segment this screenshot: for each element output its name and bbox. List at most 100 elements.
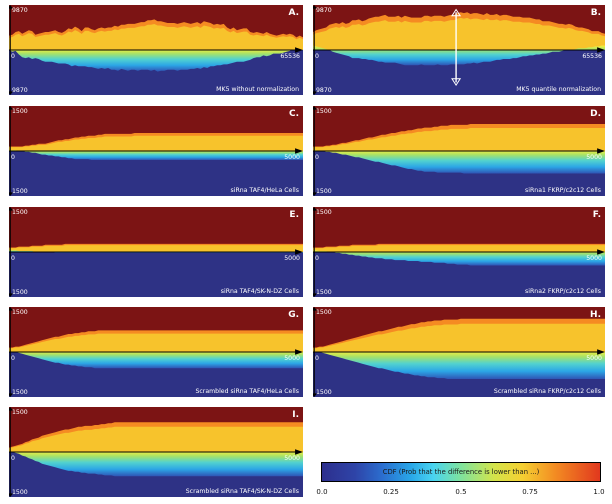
y-axis-arrow-up — [9, 106, 14, 110]
ymin-label: 1500 — [12, 389, 28, 396]
panel-caption: MK5 quantile normalization — [516, 86, 601, 93]
zero-label: 0 — [315, 355, 319, 362]
ymin-label: 1500 — [12, 188, 28, 195]
x-axis-arrow — [295, 449, 303, 455]
colorbar-tick: 0.75 — [522, 488, 538, 496]
xmax-label: 5000 — [586, 255, 602, 262]
xmax-label: 5000 — [284, 455, 300, 462]
panel-h: 1500 0 5000 1500 H. Scrambled siRna FKRP… — [313, 307, 605, 397]
ymax-label: 9870 — [12, 7, 28, 14]
lower-envelope — [313, 150, 605, 174]
y-axis-arrow-up — [9, 5, 14, 9]
panel-caption: Scrambled siRna TAF4/HeLa Cells — [195, 388, 299, 395]
ymax-label: 1500 — [12, 409, 28, 416]
heatmap-c — [9, 106, 303, 196]
heatmap-i — [9, 407, 303, 497]
ymax-label: 1500 — [12, 309, 28, 316]
heatmap-f — [313, 207, 605, 297]
panel-g: 1500 0 5000 1500 G. Scrambled siRna TAF4… — [9, 307, 303, 397]
zero-label: 0 — [11, 255, 15, 262]
spread-arrow-top — [452, 10, 460, 16]
ymax-label: 1500 — [12, 209, 28, 216]
upper-inner-band — [9, 426, 303, 452]
panel-letter: C. — [288, 109, 299, 119]
zero-label: 0 — [315, 53, 319, 60]
panel-f: 1500 0 5000 1500 F. siRna2 FKRP/c2c12 Ce… — [313, 207, 605, 297]
colorbar-title: CDF (Prob that the difference is lower t… — [382, 468, 540, 476]
upper-inner-band — [313, 128, 605, 151]
x-axis-arrow — [597, 47, 605, 53]
y-axis-arrow-down — [9, 91, 14, 95]
xmax-label: 5000 — [586, 154, 602, 161]
y-axis-arrow-up — [313, 5, 318, 9]
y-axis-arrow-down — [9, 493, 14, 497]
x-axis-arrow — [295, 47, 303, 53]
colorbar-tick: 1.0 — [593, 488, 605, 496]
lower-envelope — [313, 250, 605, 266]
colorbar-tick: 0.5 — [455, 488, 467, 496]
heatmap-a — [9, 5, 303, 95]
panel-caption: Scrambled siRna TAF4/SK-N-DZ Cells — [185, 488, 299, 495]
heatmap-g — [9, 307, 303, 397]
upper-inner-band — [9, 135, 303, 151]
ymax-label: 1500 — [12, 108, 28, 115]
zero-label: 0 — [315, 154, 319, 161]
y-axis-arrow-up — [313, 307, 318, 311]
lower-envelope — [9, 451, 303, 477]
zero-label: 0 — [11, 154, 15, 161]
upper-inner-band — [313, 245, 605, 252]
panel-caption: Scrambled siRna FKRP/c2c12 Cells — [493, 388, 601, 395]
panel-e: 1500 0 5000 1500 E. siRna TAF4/SK-N-DZ C… — [9, 207, 303, 297]
ymin-label: 1500 — [316, 188, 332, 195]
xmax-label: 5000 — [586, 355, 602, 362]
y-axis-arrow-up — [313, 207, 318, 211]
y-axis-arrow-down — [313, 393, 318, 397]
lower-envelope — [9, 150, 303, 160]
ymin-label: 1500 — [316, 289, 332, 296]
panel-caption: siRna1 FKRP/c2c12 Cells — [525, 187, 601, 194]
zero-label: 0 — [11, 355, 15, 362]
zero-label: 0 — [315, 255, 319, 262]
panel-letter: F. — [592, 210, 601, 220]
heatmap-d — [313, 106, 605, 196]
y-axis-arrow-up — [9, 207, 14, 211]
x-axis-arrow — [597, 148, 605, 154]
colorbar-tick: 0.25 — [383, 488, 399, 496]
xmax-label: 65536 — [280, 53, 300, 60]
panel-letter: D. — [590, 109, 601, 119]
panel-letter: B. — [590, 8, 601, 18]
y-axis-arrow-down — [313, 192, 318, 196]
upper-inner-band — [313, 323, 605, 352]
x-axis-arrow — [295, 349, 303, 355]
heatmap-b — [313, 5, 605, 95]
zero-label: 0 — [11, 455, 15, 462]
panel-c: 1500 0 5000 1500 C. siRna TAF4/HeLa Cell… — [9, 106, 303, 196]
panel-letter: I. — [292, 410, 299, 420]
lower-envelope — [313, 351, 605, 379]
upper-inner-band — [9, 23, 303, 50]
xmax-label: 5000 — [284, 154, 300, 161]
spread-arrow-bottom — [452, 79, 460, 85]
y-axis-arrow-up — [9, 307, 14, 311]
y-axis-arrow-up — [313, 106, 318, 110]
lower-envelope — [9, 49, 303, 72]
x-axis-arrow — [295, 148, 303, 154]
ymin-label: 9870 — [316, 87, 332, 94]
ymin-label: 9870 — [12, 87, 28, 94]
upper-inner-band — [313, 17, 605, 50]
x-axis-arrow — [597, 349, 605, 355]
ymax-label: 9870 — [316, 7, 332, 14]
y-axis-arrow-up — [9, 407, 14, 411]
ymin-label: 1500 — [12, 489, 28, 496]
panel-a: 9870 0 65536 9870 A. MK5 without normali… — [9, 5, 303, 95]
x-axis-arrow — [295, 249, 303, 255]
ymin-label: 1500 — [316, 389, 332, 396]
colorbar-legend: CDF (Prob that the difference is lower t… — [321, 462, 601, 482]
xmax-label: 65536 — [582, 53, 602, 60]
xmax-label: 5000 — [284, 255, 300, 262]
y-axis-arrow-down — [9, 192, 14, 196]
y-axis-arrow-down — [9, 393, 14, 397]
lower-region — [9, 252, 303, 297]
ymin-label: 1500 — [12, 289, 28, 296]
panel-letter: G. — [288, 310, 299, 320]
